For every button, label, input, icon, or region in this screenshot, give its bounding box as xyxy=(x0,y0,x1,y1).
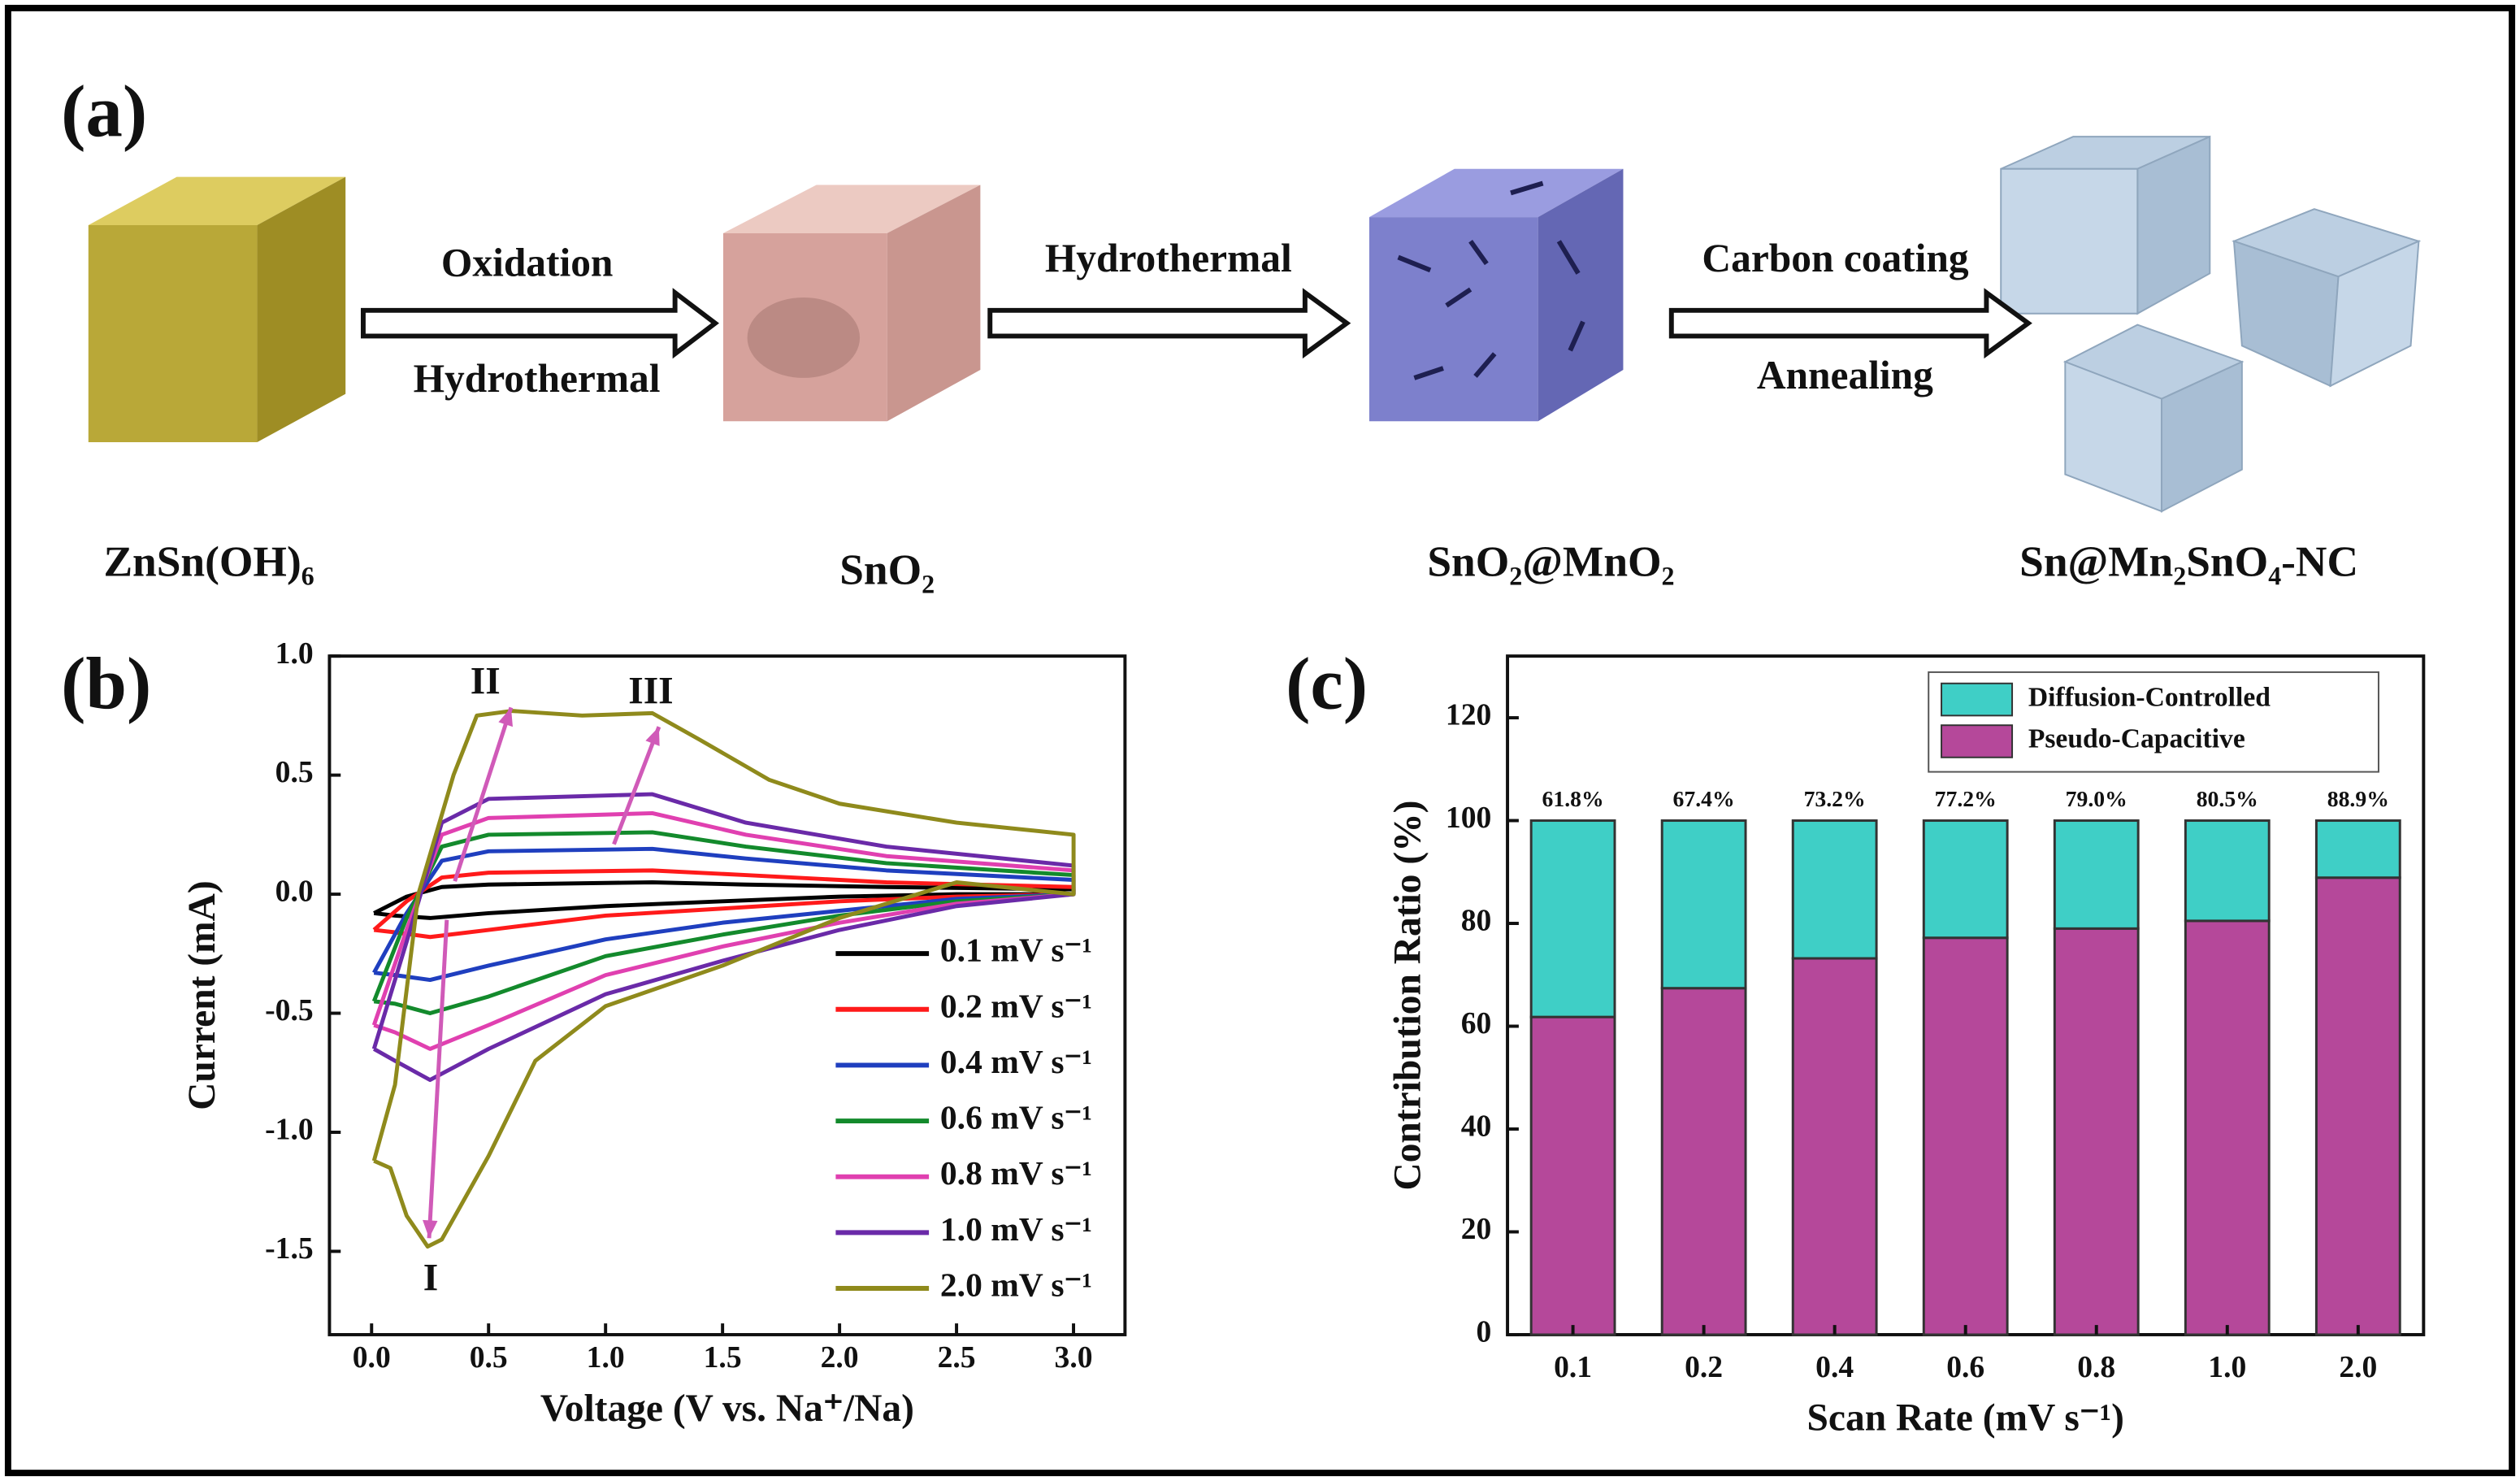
panel-label: (c) xyxy=(1286,643,1368,725)
x-tick-label: 2.0 xyxy=(2339,1351,2377,1384)
x-axis-title: Scan Rate (mV s⁻¹) xyxy=(1807,1397,2124,1440)
peak-annotation: III xyxy=(628,671,673,713)
y-axis-title: Current (mA) xyxy=(181,880,223,1110)
value-label: 77.2% xyxy=(1935,786,1997,811)
x-tick-label: 0.4 xyxy=(1815,1351,1854,1384)
value-label: 80.5% xyxy=(2197,786,2258,811)
x-tick-label: 2.0 xyxy=(821,1341,859,1375)
y-tick-label: 1.0 xyxy=(275,637,314,671)
cv-curve xyxy=(371,709,1076,1249)
value-label: 61.8% xyxy=(1542,786,1604,811)
peak-annotation: I xyxy=(423,1257,438,1300)
value-label: 79.0% xyxy=(2066,786,2127,811)
y-tick-label: 0 xyxy=(1476,1316,1491,1349)
step-label: Annealing xyxy=(1757,353,1933,397)
bar-segment xyxy=(1529,1015,1616,1336)
legend-label: 1.0 mV s⁻¹ xyxy=(940,1210,1092,1248)
legend-label: 2.0 mV s⁻¹ xyxy=(940,1266,1092,1304)
x-tick-label: 0.2 xyxy=(1685,1351,1723,1384)
legend-swatch xyxy=(1941,682,2014,717)
bar-segment xyxy=(1660,819,1747,990)
bar-segment xyxy=(1922,936,2009,1336)
legend-label: 0.1 mV s⁻¹ xyxy=(940,932,1092,969)
x-tick-label: 0.6 xyxy=(1946,1351,1984,1384)
legend-label: Diffusion-Controlled xyxy=(2028,682,2271,712)
cube-mno2-coated xyxy=(1368,168,1624,422)
bar-segment xyxy=(2314,819,2401,879)
bar-segment xyxy=(1922,819,2009,940)
bar-segment xyxy=(2184,919,2271,1336)
y-tick-label: 20 xyxy=(1461,1213,1492,1246)
legend-label: 0.4 mV s⁻¹ xyxy=(940,1043,1092,1080)
legend-label: 0.2 mV s⁻¹ xyxy=(940,987,1092,1024)
arrow-head xyxy=(423,1219,438,1239)
legend-label: Pseudo-Capacitive xyxy=(2028,724,2245,754)
plot-frame xyxy=(327,654,1127,1336)
arrow-head xyxy=(645,727,660,746)
y-tick-label: 0.0 xyxy=(275,875,314,909)
x-tick-label: 0.5 xyxy=(470,1341,508,1375)
x-axis-title: Voltage (V vs. Na⁺/Na) xyxy=(540,1388,914,1430)
bar-segment xyxy=(2053,819,2140,930)
peak-annotation: II xyxy=(471,661,501,703)
x-tick-label: 0.1 xyxy=(1554,1351,1592,1384)
y-tick-label: -1.0 xyxy=(265,1114,313,1147)
cube-tin-oxide xyxy=(722,185,981,422)
x-tick-label: 3.0 xyxy=(1055,1341,1093,1375)
bar-segment xyxy=(2053,927,2140,1336)
x-tick-label: 1.0 xyxy=(2208,1351,2246,1384)
y-tick-label: 100 xyxy=(1446,801,1491,835)
bar-segment xyxy=(1529,819,1616,1018)
material-label: SnO₂@MnO₂ xyxy=(1427,537,1674,586)
panel-label: (a) xyxy=(61,70,147,152)
y-tick-label: 60 xyxy=(1461,1007,1492,1040)
x-tick-label: 1.0 xyxy=(587,1341,625,1375)
cube-zinc-hydroxystannate xyxy=(88,176,346,443)
x-tick-label: 0.0 xyxy=(353,1341,391,1375)
panel-label: (b) xyxy=(61,643,151,725)
y-tick-label: -0.5 xyxy=(265,994,313,1027)
bar-segment xyxy=(2184,819,2271,923)
material-label: ZnSn(OH)₆ xyxy=(103,537,314,586)
step-label: Carbon coating xyxy=(1702,236,1968,280)
y-tick-label: 0.5 xyxy=(275,756,314,789)
y-tick-label: -1.5 xyxy=(265,1232,313,1266)
cube-carbon-coated xyxy=(2000,135,2422,513)
step-label: Oxidation xyxy=(441,241,614,285)
y-tick-label: 40 xyxy=(1461,1110,1492,1144)
legend-label: 0.6 mV s⁻¹ xyxy=(940,1099,1092,1136)
step-label: Hydrothermal xyxy=(414,356,661,401)
material-label: Sn@Mn₂SnO₄-NC xyxy=(2019,537,2358,586)
material-label: SnO₂ xyxy=(839,545,935,593)
value-label: 73.2% xyxy=(1804,786,1866,811)
value-label: 67.4% xyxy=(1673,786,1735,811)
process-arrow xyxy=(360,288,2032,359)
arrow-head xyxy=(498,707,513,727)
legend-swatch xyxy=(1941,724,2014,758)
peak-arrow xyxy=(427,919,449,1239)
step-label: Hydrothermal xyxy=(1045,236,1292,280)
bar-segment xyxy=(1791,819,1878,960)
y-tick-label: 120 xyxy=(1446,699,1491,732)
y-axis-title: Contribution Ratio (%) xyxy=(1386,801,1429,1191)
y-tick-label: 80 xyxy=(1461,905,1492,938)
bar-segment xyxy=(1791,957,1878,1336)
peak-arrow xyxy=(453,706,514,882)
peak-arrow xyxy=(612,726,661,845)
legend-label: 0.8 mV s⁻¹ xyxy=(940,1154,1092,1192)
x-tick-label: 2.5 xyxy=(938,1341,976,1375)
bar-segment xyxy=(2314,876,2401,1336)
x-tick-label: 1.5 xyxy=(704,1341,742,1375)
value-label: 88.9% xyxy=(2327,786,2389,811)
bar-segment xyxy=(1660,987,1747,1336)
x-tick-label: 0.8 xyxy=(2077,1351,2115,1384)
